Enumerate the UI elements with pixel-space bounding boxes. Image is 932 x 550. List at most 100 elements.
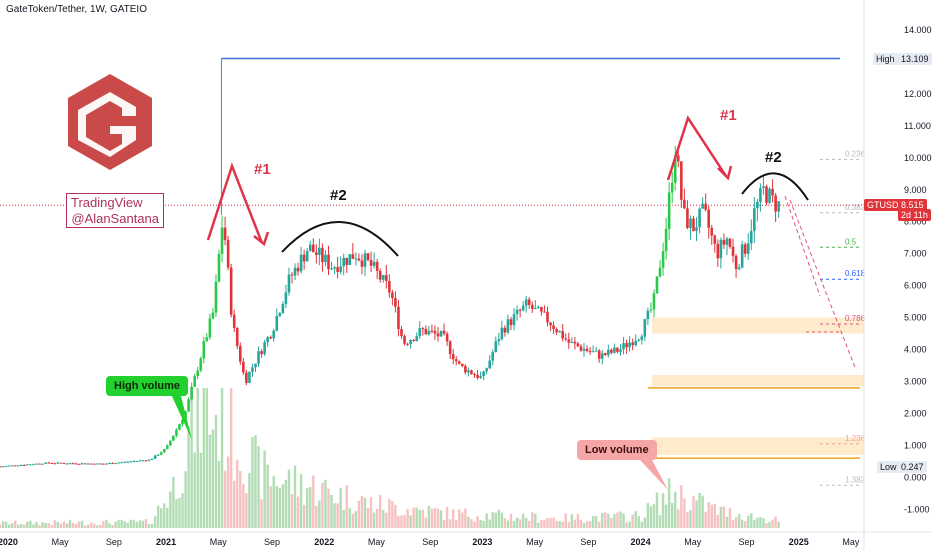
volume-bar <box>166 507 169 528</box>
candle-body <box>214 281 218 313</box>
y-tick-label: 14.000 <box>904 25 932 35</box>
candle-body <box>226 239 230 268</box>
candle-body <box>537 306 540 308</box>
candle-body <box>479 376 482 378</box>
candle-body <box>397 306 400 330</box>
volume-bar <box>607 513 610 528</box>
volume-bar <box>439 510 443 528</box>
candle-body <box>473 374 476 376</box>
candle-body <box>89 463 93 465</box>
candle-body <box>594 350 598 352</box>
candle-body <box>144 460 148 462</box>
volume-bar <box>734 517 738 528</box>
volume-bar <box>87 524 90 528</box>
y-tick-label: 11.000 <box>904 121 931 131</box>
volume-bar <box>96 525 99 528</box>
candle-body <box>296 267 300 272</box>
volume-bar <box>83 525 87 528</box>
candle-body <box>442 330 446 334</box>
candle-body <box>439 330 443 337</box>
volume-bar <box>50 524 53 528</box>
volume-bar <box>35 522 38 528</box>
x-tick-label: 2025 <box>789 537 809 547</box>
candle-body <box>372 261 376 266</box>
volume-bar <box>664 504 668 528</box>
candle-body <box>631 342 634 346</box>
support-zone-0 <box>652 317 864 334</box>
candle-body <box>771 188 774 196</box>
candle-body <box>512 314 516 326</box>
volume-bar <box>342 509 345 528</box>
candle-body <box>743 244 747 254</box>
volume-bar <box>415 507 418 528</box>
volume-bar <box>214 414 218 528</box>
volume-bar <box>379 495 382 528</box>
candle-body <box>564 338 568 340</box>
watermark-line-1: TradingView <box>71 195 143 210</box>
volume-bar <box>692 495 695 528</box>
candle-body <box>153 455 157 459</box>
volume-bar <box>598 521 601 528</box>
volume-bar <box>534 513 537 528</box>
volume-bar <box>382 509 385 528</box>
candle-body <box>686 208 689 228</box>
volume-bar <box>436 508 440 528</box>
candle-body <box>41 463 44 465</box>
candle-body <box>120 462 123 464</box>
candle-body <box>543 311 546 313</box>
volume-bar <box>619 511 622 528</box>
candle-body <box>661 251 665 268</box>
candle-body <box>406 343 409 345</box>
candle-body <box>746 243 750 254</box>
candle-body <box>199 358 203 371</box>
candle-body <box>640 336 644 340</box>
volume-bar <box>108 523 111 528</box>
candle-body <box>235 328 239 346</box>
candle-body <box>172 435 175 441</box>
candle-body <box>99 463 102 465</box>
candle-body <box>391 292 394 298</box>
volume-bar <box>132 520 136 528</box>
volume-bar <box>306 488 309 528</box>
candle-body <box>731 246 735 256</box>
volume-bar <box>528 520 531 528</box>
y-tick-label: 3.000 <box>904 376 927 386</box>
x-tick-label: 2020 <box>0 537 18 547</box>
high-volume-callout: High volume <box>106 376 189 396</box>
candle-body <box>86 463 90 465</box>
volume-bar <box>485 513 488 528</box>
volume-bar <box>44 522 47 528</box>
candle-body <box>187 399 190 412</box>
candle-body <box>141 460 145 462</box>
volume-bar <box>506 520 510 528</box>
candle-body <box>530 304 534 309</box>
fib-label-1: 0.382 <box>845 203 866 212</box>
candle-body <box>238 345 242 362</box>
candle-body <box>220 227 224 254</box>
candle-body <box>485 368 488 372</box>
x-tick-label: 2023 <box>472 537 492 547</box>
candle-body <box>518 309 522 311</box>
candle-body <box>652 293 656 310</box>
volume-bar <box>199 452 202 528</box>
volume-bar <box>135 521 139 528</box>
candle-body <box>1 466 5 468</box>
volume-bar <box>99 524 102 528</box>
volume-bar <box>281 484 285 528</box>
candle-body <box>607 349 610 356</box>
volume-bar <box>193 452 196 528</box>
candle-body <box>318 247 321 255</box>
projection-line-2 <box>789 199 857 371</box>
candle-body <box>162 449 166 453</box>
candle-body <box>196 370 200 377</box>
volume-bar <box>245 493 248 528</box>
volume-bar <box>558 521 561 528</box>
candle-body <box>555 329 558 333</box>
candle-body <box>546 311 549 323</box>
volume-bar <box>266 464 269 528</box>
candle-body <box>248 371 251 383</box>
candle-body <box>381 274 385 280</box>
candle-body <box>74 463 78 465</box>
volume-bar <box>625 522 628 528</box>
volume-bar <box>178 497 181 528</box>
